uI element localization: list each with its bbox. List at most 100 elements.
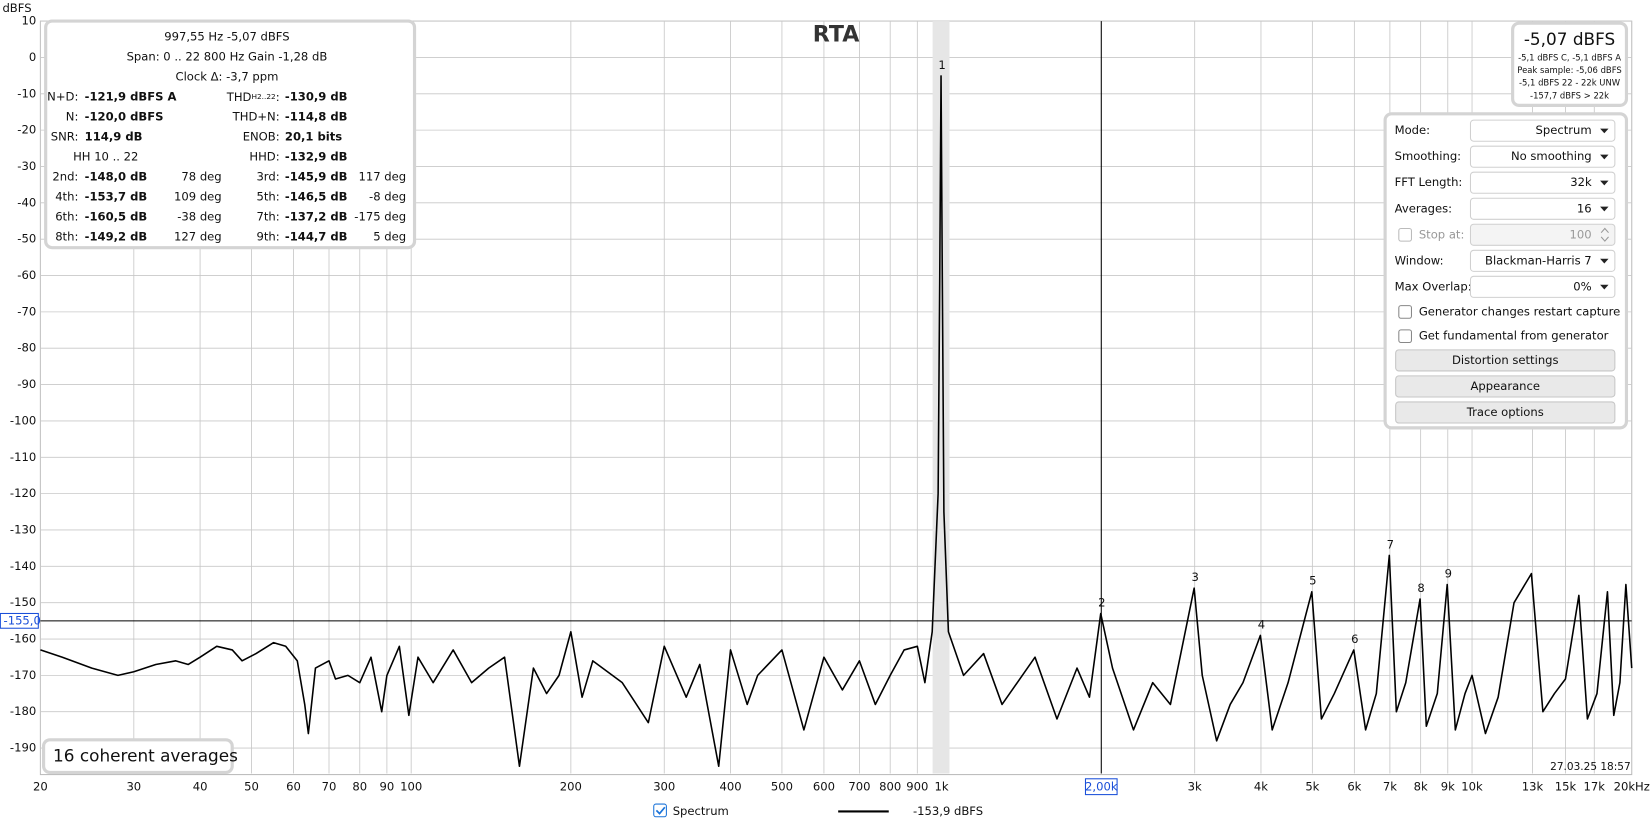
x-tick-label: 30 (126, 780, 141, 794)
stats-value: -149,2 dB (85, 230, 148, 244)
setting-value: 0% (1573, 279, 1591, 293)
y-tick-label: -100 (10, 413, 36, 427)
x-tick-label: 800 (879, 780, 901, 794)
dropdown[interactable] (1469, 275, 1616, 298)
dropdown[interactable] (1469, 249, 1616, 272)
y-tick-label: -90 (17, 377, 36, 391)
stats-label: 6th: (55, 210, 78, 224)
stats-value: 114,9 dB (85, 130, 143, 144)
harmonic-marker: 5 (1309, 574, 1316, 588)
fundamental-band (932, 21, 950, 774)
x-cursor-label: 2,00k (1085, 780, 1118, 794)
checkbox[interactable] (1398, 305, 1412, 319)
dropdown[interactable] (1469, 171, 1616, 194)
legend-label: Spectrum (673, 804, 729, 818)
y-tick-label: -170 (10, 668, 36, 682)
x-tick-label: 6k (1347, 780, 1361, 794)
stats-label: -38 deg (177, 210, 221, 224)
x-tick-label: 3k (1188, 780, 1202, 794)
y-tick-label: -10 (17, 86, 36, 100)
checkbox-label: Get fundamental from generator (1419, 329, 1609, 343)
stats-value: -132,9 dB (285, 150, 348, 164)
stats-header: Span: 0 .. 22 800 Hz Gain -1,28 dB (127, 49, 328, 63)
level-panel (1511, 21, 1629, 107)
y-tick-label: -20 (17, 123, 36, 137)
y-tick-label: -30 (17, 159, 36, 173)
stats-label: 3rd: (256, 170, 279, 184)
legend-checkbox[interactable] (653, 803, 667, 818)
x-tick-label: 7k (1383, 780, 1397, 794)
x-tick-label: 300 (653, 780, 675, 794)
stats-label: 5 deg (373, 230, 406, 244)
stats-value: -153,7 dB (85, 190, 148, 204)
stats-value: -121,9 dBFS A (85, 89, 177, 103)
setting-label: Smoothing: (1395, 149, 1461, 163)
checkbox[interactable] (1398, 227, 1412, 242)
stats-value: -120,0 dBFS (85, 109, 164, 123)
dropdown[interactable] (1469, 197, 1616, 220)
stats-header: 997,55 Hz -5,07 dBFS (164, 29, 289, 43)
stats-label-part: THD (226, 89, 252, 103)
y-tick-label: -120 (10, 486, 36, 500)
spectrum-line (40, 75, 1633, 768)
button-label: Distortion settings (1452, 353, 1559, 367)
x-tick-label: 10k (1461, 780, 1483, 794)
spinner-arrows (1600, 227, 1609, 242)
stats-label: 2nd: (52, 170, 78, 184)
setting-label: Mode: (1395, 123, 1430, 137)
button[interactable] (1395, 401, 1616, 424)
button[interactable] (1395, 349, 1616, 372)
x-tick-label: 1k (935, 780, 949, 794)
averages-note: 16 coherent averages (53, 746, 238, 766)
y-tick-label: -70 (17, 304, 36, 318)
y-tick-label: -190 (10, 741, 36, 755)
timestamp: 27.03.25 18:57 (1550, 761, 1630, 773)
stats-panel (44, 19, 417, 250)
stats-label: -8 deg (369, 190, 406, 204)
button-label: Appearance (1470, 379, 1540, 393)
harmonic-marker: 7 (1387, 537, 1394, 551)
stats-label: N+D: (47, 89, 78, 103)
legend-readout: -153,9 dBFS (913, 804, 983, 818)
stats-label: THD+N: (232, 109, 280, 123)
y-tick-label: -130 (10, 522, 36, 536)
button[interactable] (1395, 375, 1616, 398)
settings: Mode: Spectrum Smoothing: No smoothing FFT L… (1395, 119, 1620, 424)
harmonic-marker: 2 (1098, 596, 1105, 610)
level-line: -157,7 dBFS > 22k (1530, 90, 1609, 100)
x-tick-label: 90 (380, 780, 395, 794)
legend-check (655, 806, 666, 815)
x-tick-label: 600 (813, 780, 835, 794)
x-tick-label: 80 (352, 780, 367, 794)
x-tick-label: 20 (33, 780, 48, 794)
x-tick-label: 9k (1441, 780, 1455, 794)
setting-label: Window: (1395, 253, 1444, 267)
setting-label: FFT Length: (1395, 175, 1463, 189)
checkbox[interactable] (1398, 329, 1412, 344)
x-tick-label: 200 (560, 780, 582, 794)
stats-label: 78 deg (181, 170, 221, 184)
stats-label: 127 deg (174, 230, 222, 244)
x-tick-label: 5k (1305, 780, 1319, 794)
x-tick-label: 15k (1555, 780, 1577, 794)
dropdown-arrow (1600, 180, 1609, 186)
x-tick-label: 4k (1254, 780, 1268, 794)
x-tick-label: 20kHz (1614, 780, 1650, 794)
setting-value: Spectrum (1536, 123, 1592, 137)
dropdown[interactable] (1469, 119, 1616, 142)
y-tick-label: 10 (21, 14, 36, 28)
stats-label: 7th: (256, 210, 279, 224)
x-tick-label: 13k (1522, 780, 1544, 794)
stats-label-part: : (276, 89, 280, 103)
chart-title: RTA (813, 21, 860, 47)
stats-label: 5th: (256, 190, 279, 204)
stats-value: -145,9 dB (285, 170, 348, 184)
level-line: Peak sample: -5,06 dBFS (1517, 65, 1621, 75)
stats-label: HHD: (249, 150, 279, 164)
stats-value: -137,2 dB (285, 210, 348, 224)
checkbox-label: Generator changes restart capture (1419, 304, 1620, 318)
y-tick-label: -50 (17, 232, 36, 246)
spinner (1469, 223, 1616, 246)
dropdown[interactable] (1469, 145, 1616, 168)
averages-box (41, 738, 234, 775)
